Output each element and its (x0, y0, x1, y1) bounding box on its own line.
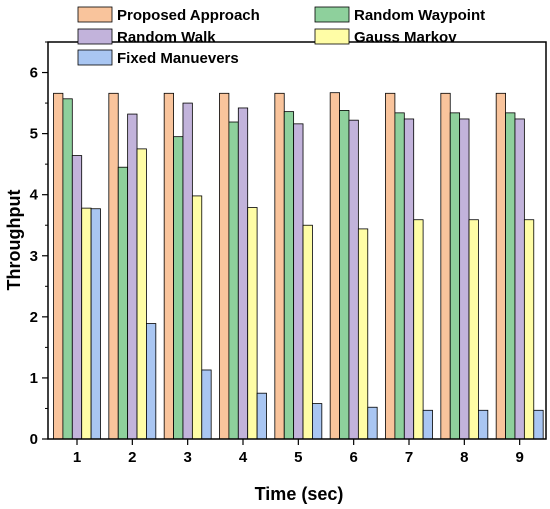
bar-proposed-approach-t5 (274, 92, 285, 440)
x-tick-label: 6 (349, 449, 357, 466)
x-tick-label: 4 (239, 449, 248, 466)
bar-random-walk-t8 (459, 118, 470, 440)
legend-swatch-fixed-manuevers (77, 49, 113, 66)
y-tick-label: 3 (30, 248, 38, 265)
bar-gauss-markov-t8 (468, 219, 479, 440)
bar-proposed-approach-t9 (495, 92, 506, 440)
bar-fixed-manuevers-t3 (201, 369, 212, 440)
bar-gauss-markov-t2 (136, 148, 147, 440)
y-tick-label: 5 (30, 126, 38, 143)
bar-gauss-markov-t7 (413, 219, 424, 440)
x-axis-title: Time (sec) (255, 484, 344, 504)
legend-swatch-gauss-markov (314, 28, 350, 45)
bar-fixed-manuevers-t2 (146, 323, 157, 440)
bar-random-walk-t3 (182, 102, 193, 440)
axes-layer (47, 41, 547, 440)
x-tick-label: 5 (294, 449, 302, 466)
ticks-layer: 0 1 2 3 4 5 6 1 2 3 4 5 6 7 8 9 (30, 41, 524, 466)
bar-random-walk-t7 (403, 118, 415, 440)
legend: Proposed Approach Random Waypoint Random W… (77, 6, 485, 67)
bar-random-waypoint-t7 (394, 112, 405, 440)
bars-layer (53, 92, 544, 440)
bar-random-waypoint-t1 (62, 98, 73, 440)
bar-random-walk-t9 (514, 118, 525, 440)
bar-random-waypoint-t9 (505, 112, 516, 440)
y-tick-label: 0 (30, 431, 38, 448)
bar-fixed-manuevers-t8 (478, 409, 489, 440)
bar-random-waypoint-t5 (283, 111, 295, 440)
bar-fixed-manuevers-t5 (312, 403, 323, 440)
bar-fixed-manuevers-t6 (367, 406, 378, 440)
y-tick-label: 6 (30, 65, 38, 82)
y-axis-title: Throughput (4, 190, 24, 291)
bar-proposed-approach-t6 (329, 92, 340, 440)
plot-frame (47, 41, 547, 440)
x-tick-label: 1 (73, 449, 81, 466)
bar-gauss-markov-t1 (81, 207, 92, 440)
legend-swatch-proposed-approach (77, 6, 113, 23)
x-tick-label: 2 (128, 449, 136, 466)
x-tick-label: 9 (515, 449, 523, 466)
bar-proposed-approach-t2 (108, 92, 119, 440)
bar-random-walk-t2 (127, 113, 138, 440)
legend-label-proposed-approach: Proposed Approach (117, 7, 260, 24)
bar-proposed-approach-t4 (219, 92, 230, 440)
bar-fixed-manuevers-t9 (533, 409, 544, 440)
legend-swatch-random-waypoint (314, 6, 350, 23)
bar-proposed-approach-t3 (163, 92, 174, 440)
legend-label-fixed-manuevers: Fixed Manuevers (117, 50, 239, 67)
legend-label-random-walk: Random Walk (117, 29, 216, 46)
x-tick-label: 7 (405, 449, 413, 466)
x-tick-label: 8 (460, 449, 468, 466)
bar-random-waypoint-t8 (449, 112, 461, 440)
bar-random-waypoint-t6 (339, 110, 350, 440)
bar-fixed-manuevers-t4 (256, 392, 267, 440)
bar-random-waypoint-t4 (228, 121, 239, 440)
bar-fixed-manuevers-t7 (422, 409, 433, 440)
bar-random-waypoint-t3 (173, 136, 184, 440)
bar-random-walk-t1 (71, 155, 83, 440)
bar-random-walk-t6 (348, 119, 359, 440)
bar-gauss-markov-t4 (247, 207, 258, 440)
bar-random-walk-t4 (237, 107, 249, 440)
y-tick-label: 1 (30, 370, 38, 387)
y-tick-label: 4 (30, 187, 39, 204)
bar-gauss-markov-t3 (191, 195, 203, 440)
bar-proposed-approach-t8 (440, 92, 451, 440)
y-tick-label: 2 (30, 309, 38, 326)
bar-gauss-markov-t5 (302, 224, 313, 440)
bar-proposed-approach-t7 (385, 92, 396, 440)
bar-gauss-markov-t9 (523, 219, 535, 440)
bar-proposed-approach-t1 (53, 92, 64, 440)
x-tick-label: 3 (183, 449, 191, 466)
legend-swatch-random-walk (77, 28, 113, 45)
legend-label-random-waypoint: Random Waypoint (354, 7, 485, 24)
bar-gauss-markov-t6 (357, 228, 369, 440)
bar-fixed-manuevers-t1 (90, 208, 101, 440)
bar-random-waypoint-t2 (117, 166, 129, 440)
legend-label-gauss-markov: Gauss Markov (354, 29, 457, 46)
bar-random-walk-t5 (293, 123, 304, 440)
